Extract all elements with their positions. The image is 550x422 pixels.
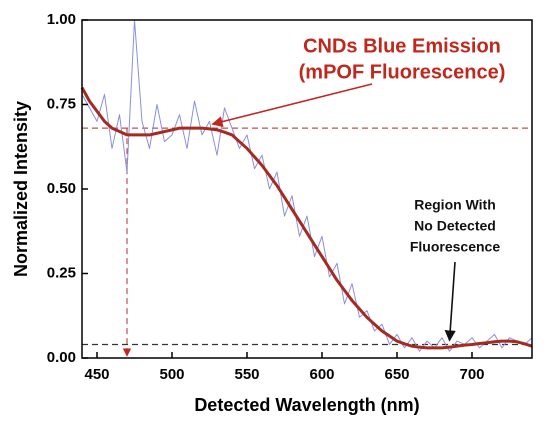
data-line [80,86,533,350]
y-tick-label: 0.25 [47,264,76,281]
annotation-arrow [211,83,373,128]
y-tick-label: 0.00 [47,349,76,366]
x-tick-label: 650 [384,366,409,383]
data-line [81,19,533,352]
x-tick-label: 700 [459,366,484,383]
y-tick-label: 1.00 [47,11,76,28]
x-tick-label: 550 [234,366,259,383]
annotation-text: CNDs Blue Emission [303,35,501,57]
y-tick-label: 0.50 [47,180,76,197]
annotation-text: Fluorescence [410,239,500,255]
annotation-text: Region With [414,197,496,213]
y-tick-label: 0.75 [47,95,76,112]
annotation-text: (mPOF Fluorescence) [299,61,506,83]
annotation-text: No Detected [414,218,496,234]
x-tick-label: 500 [159,366,184,383]
annotation-arrow [444,261,456,342]
x-tick-label: 600 [309,366,334,383]
y-axis-title: Normalized Intensity [11,101,31,277]
x-axis-title: Detected Wavelength (nm) [194,395,419,415]
x-tick-label: 450 [84,366,109,383]
